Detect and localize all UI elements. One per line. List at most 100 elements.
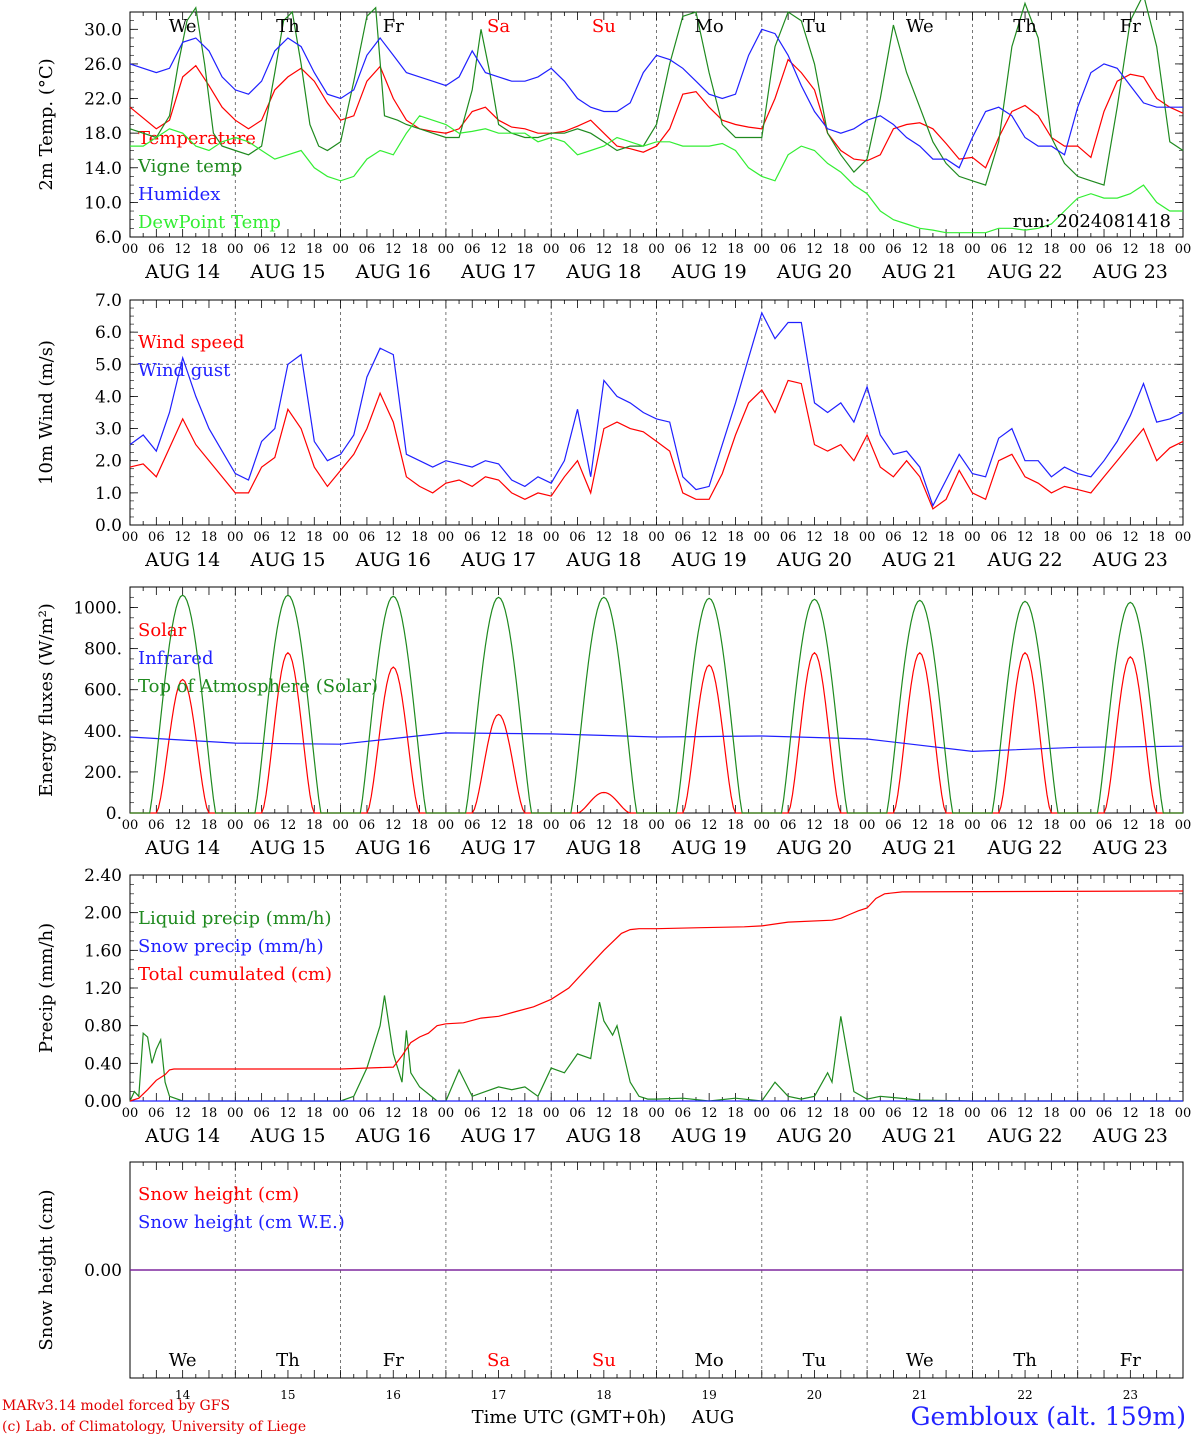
hour-label: 00 bbox=[122, 242, 139, 257]
hour-label: 00 bbox=[543, 1106, 560, 1121]
day-number: 18 bbox=[596, 1388, 611, 1402]
hour-label: 00 bbox=[543, 818, 560, 833]
hour-label: 00 bbox=[964, 1106, 981, 1121]
date-label: AUG 14 bbox=[144, 261, 220, 283]
hour-label: 00 bbox=[332, 1106, 349, 1121]
hour-label: 00 bbox=[859, 818, 876, 833]
hour-label: 12 bbox=[596, 818, 613, 833]
series-line bbox=[129, 732, 1184, 753]
hour-label: 00 bbox=[648, 242, 665, 257]
date-label: AUG 20 bbox=[776, 837, 852, 859]
weekday-label: We bbox=[906, 1350, 934, 1371]
station-name: Gembloux (alt. 159m) bbox=[910, 1402, 1186, 1431]
hour-label: 12 bbox=[174, 818, 191, 833]
date-label: AUG 16 bbox=[355, 1125, 431, 1147]
date-label: AUG 20 bbox=[776, 549, 852, 571]
hour-label: 12 bbox=[701, 1106, 718, 1121]
hour-label: 06 bbox=[569, 818, 586, 833]
hour-label: 12 bbox=[174, 242, 191, 257]
hour-label: 06 bbox=[253, 242, 270, 257]
hour-label: 06 bbox=[780, 242, 797, 257]
hour-label: 06 bbox=[148, 818, 165, 833]
hour-label: 06 bbox=[1096, 530, 1113, 545]
panel-frame bbox=[129, 299, 1184, 526]
weekday-label: Th bbox=[1013, 1350, 1037, 1371]
legend-entry: Wind speed bbox=[138, 332, 244, 353]
date-label: AUG 20 bbox=[776, 261, 852, 283]
date-label: AUG 15 bbox=[249, 261, 325, 283]
hour-label: 18 bbox=[938, 242, 955, 257]
hour-label: 00 bbox=[754, 530, 771, 545]
hour-label: 00 bbox=[122, 1106, 139, 1121]
hour-label: 12 bbox=[385, 1106, 402, 1121]
y-tick-label: 5.0 bbox=[95, 355, 122, 375]
hour-label: 06 bbox=[148, 1106, 165, 1121]
hour-label: 06 bbox=[990, 1106, 1007, 1121]
hour-label: 18 bbox=[938, 1106, 955, 1121]
y-tick-label: 6.0 bbox=[95, 228, 122, 248]
hour-label: 18 bbox=[306, 1106, 323, 1121]
date-label: AUG 21 bbox=[881, 261, 957, 283]
y-tick-label: 1.0 bbox=[95, 484, 122, 504]
hour-label: 06 bbox=[675, 242, 692, 257]
y-axis-title: 10m Wind (m/s) bbox=[36, 340, 57, 485]
weekday-label: Mo bbox=[695, 16, 724, 37]
series-line bbox=[129, 311, 1184, 508]
y-tick-label: 4.0 bbox=[95, 387, 122, 407]
hour-label: 00 bbox=[543, 530, 560, 545]
panel-4: 0.00 0.40 0.80 1.20 1.60 2.00 2.40 Precip (mm/h… bbox=[36, 866, 1191, 1147]
hour-label: 18 bbox=[1148, 818, 1165, 833]
y-tick-label: 1.60 bbox=[84, 941, 122, 961]
date-label: AUG 14 bbox=[144, 1125, 220, 1147]
hour-label: 18 bbox=[1148, 242, 1165, 257]
hour-label: 06 bbox=[990, 818, 1007, 833]
hour-label: 18 bbox=[727, 242, 744, 257]
hour-label: 06 bbox=[253, 530, 270, 545]
hour-label: 00 bbox=[1069, 242, 1086, 257]
legend-entry: Humidex bbox=[138, 184, 220, 205]
hour-label: 00 bbox=[122, 530, 139, 545]
day-number: 20 bbox=[807, 1388, 822, 1402]
date-label: AUG 18 bbox=[565, 261, 641, 283]
date-label: AUG 23 bbox=[1092, 549, 1168, 571]
hour-label: 00 bbox=[227, 242, 244, 257]
date-label: AUG 15 bbox=[249, 549, 325, 571]
hour-label: 18 bbox=[201, 818, 218, 833]
weekday-label: Th bbox=[1013, 16, 1037, 37]
date-label: AUG 18 bbox=[565, 1125, 641, 1147]
hour-label: 12 bbox=[1017, 242, 1034, 257]
hour-label: 06 bbox=[569, 242, 586, 257]
hour-label: 12 bbox=[806, 1106, 823, 1121]
date-label: AUG 14 bbox=[144, 837, 220, 859]
hour-label: 18 bbox=[938, 818, 955, 833]
hour-label: 06 bbox=[148, 530, 165, 545]
y-tick-label: 26.0 bbox=[84, 55, 122, 75]
hour-label: 18 bbox=[833, 1106, 850, 1121]
weekday-label: Su bbox=[592, 16, 616, 37]
y-tick-label: 0.00 bbox=[84, 1092, 122, 1112]
day-number: 17 bbox=[491, 1388, 506, 1402]
date-label: AUG 22 bbox=[986, 1125, 1062, 1147]
hour-label: 18 bbox=[411, 242, 428, 257]
hour-label: 12 bbox=[1017, 818, 1034, 833]
date-label: AUG 21 bbox=[881, 837, 957, 859]
weekday-label: Tu bbox=[803, 1350, 827, 1371]
date-label: AUG 22 bbox=[986, 261, 1062, 283]
hour-label: 18 bbox=[727, 1106, 744, 1121]
hour-label: 00 bbox=[754, 242, 771, 257]
weekday-label: Sa bbox=[487, 16, 510, 37]
hour-label: 18 bbox=[622, 242, 639, 257]
date-label: AUG 19 bbox=[671, 837, 747, 859]
hour-label: 12 bbox=[280, 1106, 297, 1121]
hour-label: 00 bbox=[859, 530, 876, 545]
hour-label: 06 bbox=[464, 818, 481, 833]
weekday-label: We bbox=[169, 16, 197, 37]
day-number: 15 bbox=[280, 1388, 295, 1402]
date-label: AUG 23 bbox=[1092, 837, 1168, 859]
y-axis-title: Energy fluxes (W/m²) bbox=[36, 603, 57, 797]
hour-label: 00 bbox=[1175, 1106, 1192, 1121]
hour-label: 12 bbox=[490, 530, 507, 545]
day-number: 16 bbox=[386, 1388, 401, 1402]
weekday-label: Fr bbox=[1120, 16, 1141, 37]
y-tick-label: 400. bbox=[84, 722, 122, 742]
